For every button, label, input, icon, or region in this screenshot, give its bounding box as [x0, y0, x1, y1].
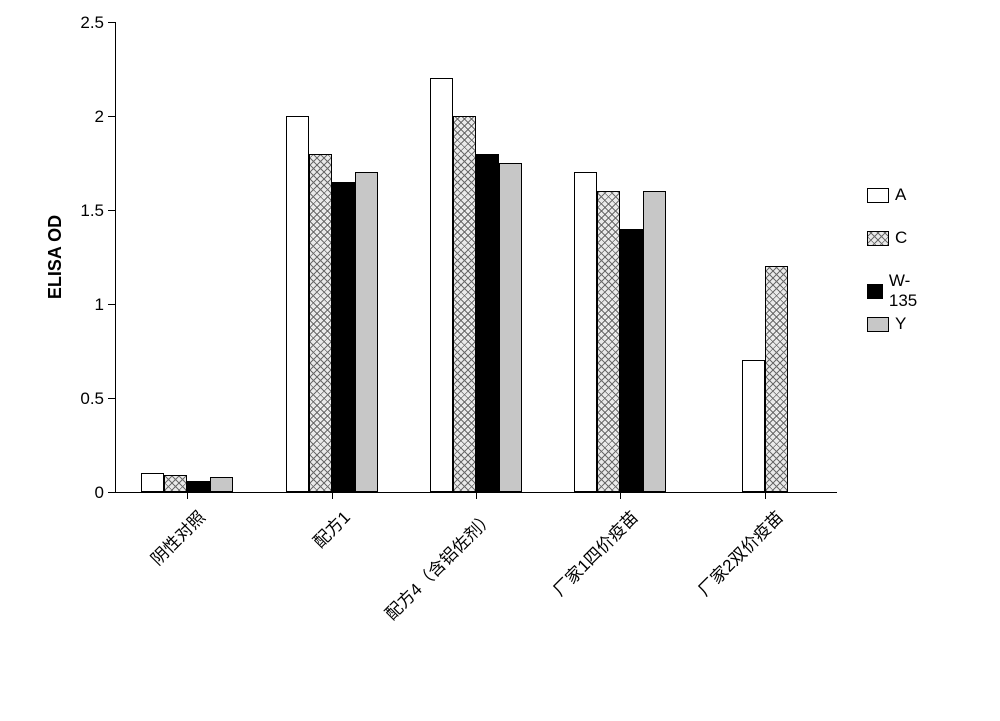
legend-label-C: C	[895, 228, 907, 248]
category-label: 配方4（含铝佐剂）	[378, 504, 499, 625]
y-tick	[108, 210, 115, 211]
bar-neg-C	[164, 475, 187, 492]
bar-m1q-A	[574, 172, 597, 492]
legend-label-W135: W-135	[889, 271, 924, 311]
bar-f4-W135	[476, 154, 499, 492]
y-tick	[108, 492, 115, 493]
bar-f4-C	[453, 116, 476, 492]
y-tick-label: 1.5	[80, 201, 104, 221]
y-axis-line	[115, 22, 116, 492]
x-tick	[765, 492, 766, 499]
y-tick-label: 1	[95, 295, 104, 315]
legend-item-C: C	[867, 228, 907, 248]
category-label: 阴性对照	[144, 504, 210, 570]
chart-figure: ELISA OD A C W-135 Y 0 0.5 1 1.5 2 2.5 阴性对照 配方1 配方4…	[0, 0, 1000, 721]
category-label: 厂家2双价疫苗	[691, 504, 787, 600]
y-tick	[108, 116, 115, 117]
y-tick-label: 2.5	[80, 13, 104, 33]
legend-item-A: A	[867, 185, 906, 205]
legend-swatch-W135	[867, 284, 883, 299]
bar-f1-W135	[332, 182, 355, 492]
y-axis-label: ELISA OD	[45, 215, 66, 299]
y-tick-label: 0.5	[80, 389, 104, 409]
bar-f1-A	[286, 116, 309, 492]
y-tick	[108, 304, 115, 305]
x-tick	[187, 492, 188, 499]
legend-item-Y: Y	[867, 314, 906, 334]
y-tick-label: 2	[95, 107, 104, 127]
x-tick	[620, 492, 621, 499]
x-tick	[476, 492, 477, 499]
legend-label-Y: Y	[895, 314, 906, 334]
y-tick	[108, 398, 115, 399]
bar-f1-C	[309, 154, 332, 492]
legend-swatch-C	[867, 231, 889, 246]
bar-m2b-C	[765, 266, 788, 492]
legend-label-A: A	[895, 185, 906, 205]
bar-f4-A	[430, 78, 453, 492]
bar-neg-W135	[187, 481, 210, 492]
x-tick	[332, 492, 333, 499]
bar-neg-A	[141, 473, 164, 492]
category-label: 配方1	[306, 504, 354, 552]
bar-neg-Y	[210, 477, 233, 492]
bar-f4-Y	[499, 163, 522, 492]
category-label: 厂家1四价疫苗	[547, 504, 643, 600]
y-tick-label: 0	[95, 483, 104, 503]
bar-m1q-W135	[620, 229, 643, 492]
bar-m2b-A	[742, 360, 765, 492]
y-tick	[108, 22, 115, 23]
bar-m1q-C	[597, 191, 620, 492]
legend-swatch-A	[867, 188, 889, 203]
bar-f1-Y	[355, 172, 378, 492]
legend-swatch-Y	[867, 317, 889, 332]
legend-item-W135: W-135	[867, 271, 923, 311]
bar-m1q-Y	[643, 191, 666, 492]
